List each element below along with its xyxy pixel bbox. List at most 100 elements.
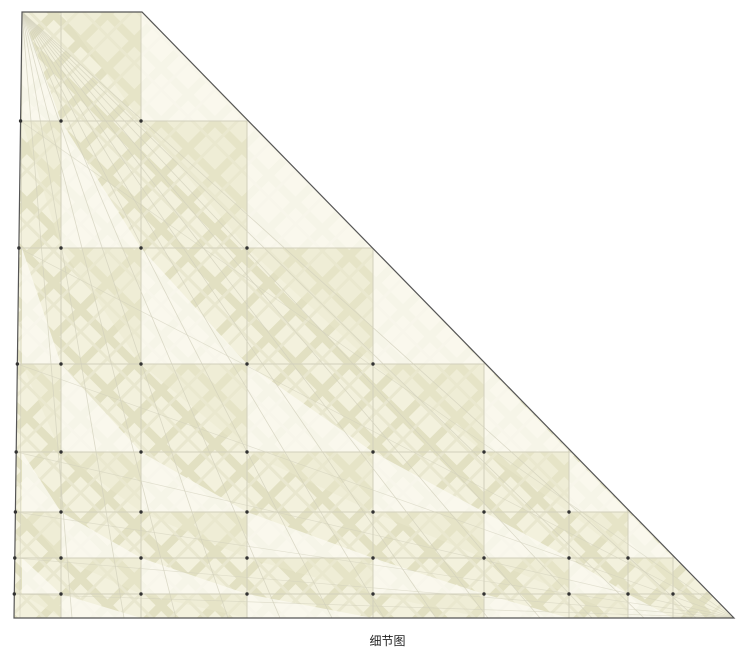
dark-facet bbox=[484, 452, 569, 512]
crease-vertex bbox=[671, 592, 675, 596]
dark-facet bbox=[22, 594, 61, 618]
outline bbox=[13, 11, 736, 619]
dark-facet bbox=[141, 594, 247, 618]
fan-crease bbox=[21, 12, 177, 618]
crease-vertex bbox=[59, 119, 63, 123]
dark-facet bbox=[61, 248, 141, 364]
vertex-layer bbox=[12, 119, 675, 596]
dark-facet bbox=[247, 12, 373, 121]
fan-crease bbox=[21, 12, 437, 618]
crease-vertex bbox=[139, 362, 143, 366]
dark-facet bbox=[247, 248, 373, 364]
crease-vertex bbox=[59, 362, 63, 366]
light-facet bbox=[141, 248, 247, 364]
crease-vertex bbox=[245, 362, 249, 366]
diagonal-crease bbox=[16, 451, 734, 618]
crease-vertex bbox=[13, 556, 17, 560]
crease-vertex bbox=[567, 556, 571, 560]
fan-crease bbox=[19, 12, 23, 618]
light-facet bbox=[61, 512, 141, 558]
crease-vertex bbox=[13, 510, 18, 514]
crease-vertex bbox=[14, 450, 18, 454]
dark-facet bbox=[141, 121, 247, 248]
light-facet bbox=[247, 364, 373, 452]
crease-vertex bbox=[59, 592, 63, 596]
light-facet bbox=[22, 12, 61, 121]
diagonal-crease bbox=[18, 247, 734, 618]
fan-crease bbox=[21, 12, 229, 618]
crease-vertex bbox=[482, 450, 486, 454]
light-facet bbox=[247, 594, 373, 618]
dark-facet bbox=[373, 512, 484, 558]
light-facet bbox=[61, 364, 141, 452]
crease-vertex bbox=[139, 450, 143, 454]
crease-vertex bbox=[59, 246, 63, 250]
dark-facet bbox=[141, 512, 247, 558]
crease-vertex bbox=[482, 592, 486, 596]
crease-vertex bbox=[371, 362, 375, 366]
crease-vertex bbox=[245, 510, 249, 514]
crease-vertex bbox=[567, 592, 571, 596]
crease-vertex bbox=[139, 510, 143, 514]
crease-vertex bbox=[139, 119, 143, 123]
crease-vertex bbox=[139, 556, 143, 560]
crease-vertex bbox=[59, 450, 63, 454]
dark-facet bbox=[22, 121, 61, 248]
fan-crease bbox=[21, 12, 125, 618]
light-facet bbox=[569, 558, 628, 594]
crease-vertex bbox=[371, 592, 375, 596]
crease-vertex bbox=[482, 556, 486, 560]
crease-vertex bbox=[12, 592, 17, 596]
light-facet bbox=[61, 594, 141, 618]
light-facet bbox=[22, 452, 61, 512]
crease-vertex bbox=[15, 362, 20, 366]
light-facet bbox=[484, 364, 569, 452]
light-facet bbox=[22, 558, 61, 594]
light-facet bbox=[373, 452, 484, 512]
dark-facet bbox=[141, 364, 247, 452]
dark-facet bbox=[628, 452, 673, 512]
diagonal-crease bbox=[14, 593, 734, 618]
fan-crease bbox=[21, 12, 645, 618]
crease-vertex bbox=[371, 556, 375, 560]
diagonal-crease bbox=[15, 511, 734, 618]
light-facet bbox=[61, 121, 141, 248]
light-facet bbox=[628, 512, 673, 558]
fan-crease bbox=[21, 12, 281, 618]
figure-caption: 细节图 bbox=[369, 634, 406, 648]
crease-vertex bbox=[245, 592, 249, 596]
dark-facet bbox=[484, 248, 569, 364]
crease-vertex bbox=[567, 510, 571, 514]
crease-vertex bbox=[371, 450, 375, 454]
crease-vertex bbox=[17, 246, 21, 250]
fan-crease bbox=[21, 12, 333, 618]
crease-vertex bbox=[245, 246, 249, 250]
dark-facet bbox=[22, 364, 61, 452]
crease-vertex bbox=[245, 556, 249, 560]
crease-vertex bbox=[245, 450, 249, 454]
diagonal-crease bbox=[20, 120, 734, 618]
dark-facet bbox=[569, 364, 628, 452]
light-facet bbox=[569, 452, 628, 512]
crease-vertex bbox=[482, 510, 486, 514]
fan-crease bbox=[21, 12, 385, 618]
dark-facet bbox=[61, 12, 141, 121]
light-facet bbox=[141, 12, 247, 121]
dark-facet bbox=[373, 594, 484, 618]
light-facet bbox=[484, 512, 569, 558]
fan-crease bbox=[21, 12, 489, 618]
crease-vertex bbox=[371, 510, 375, 514]
crease-vertex bbox=[626, 556, 630, 560]
crease-vertex bbox=[18, 119, 23, 123]
crease-vertex bbox=[59, 510, 63, 514]
light-facet bbox=[22, 248, 61, 364]
fan-crease bbox=[21, 12, 697, 618]
dark-facet bbox=[22, 512, 61, 558]
fan-crease bbox=[21, 12, 541, 618]
dark-facet bbox=[569, 512, 628, 558]
fan-crease bbox=[21, 12, 593, 618]
diagonal-crease bbox=[17, 363, 734, 618]
crease-vertex bbox=[139, 592, 143, 596]
dark-facet bbox=[247, 452, 373, 512]
